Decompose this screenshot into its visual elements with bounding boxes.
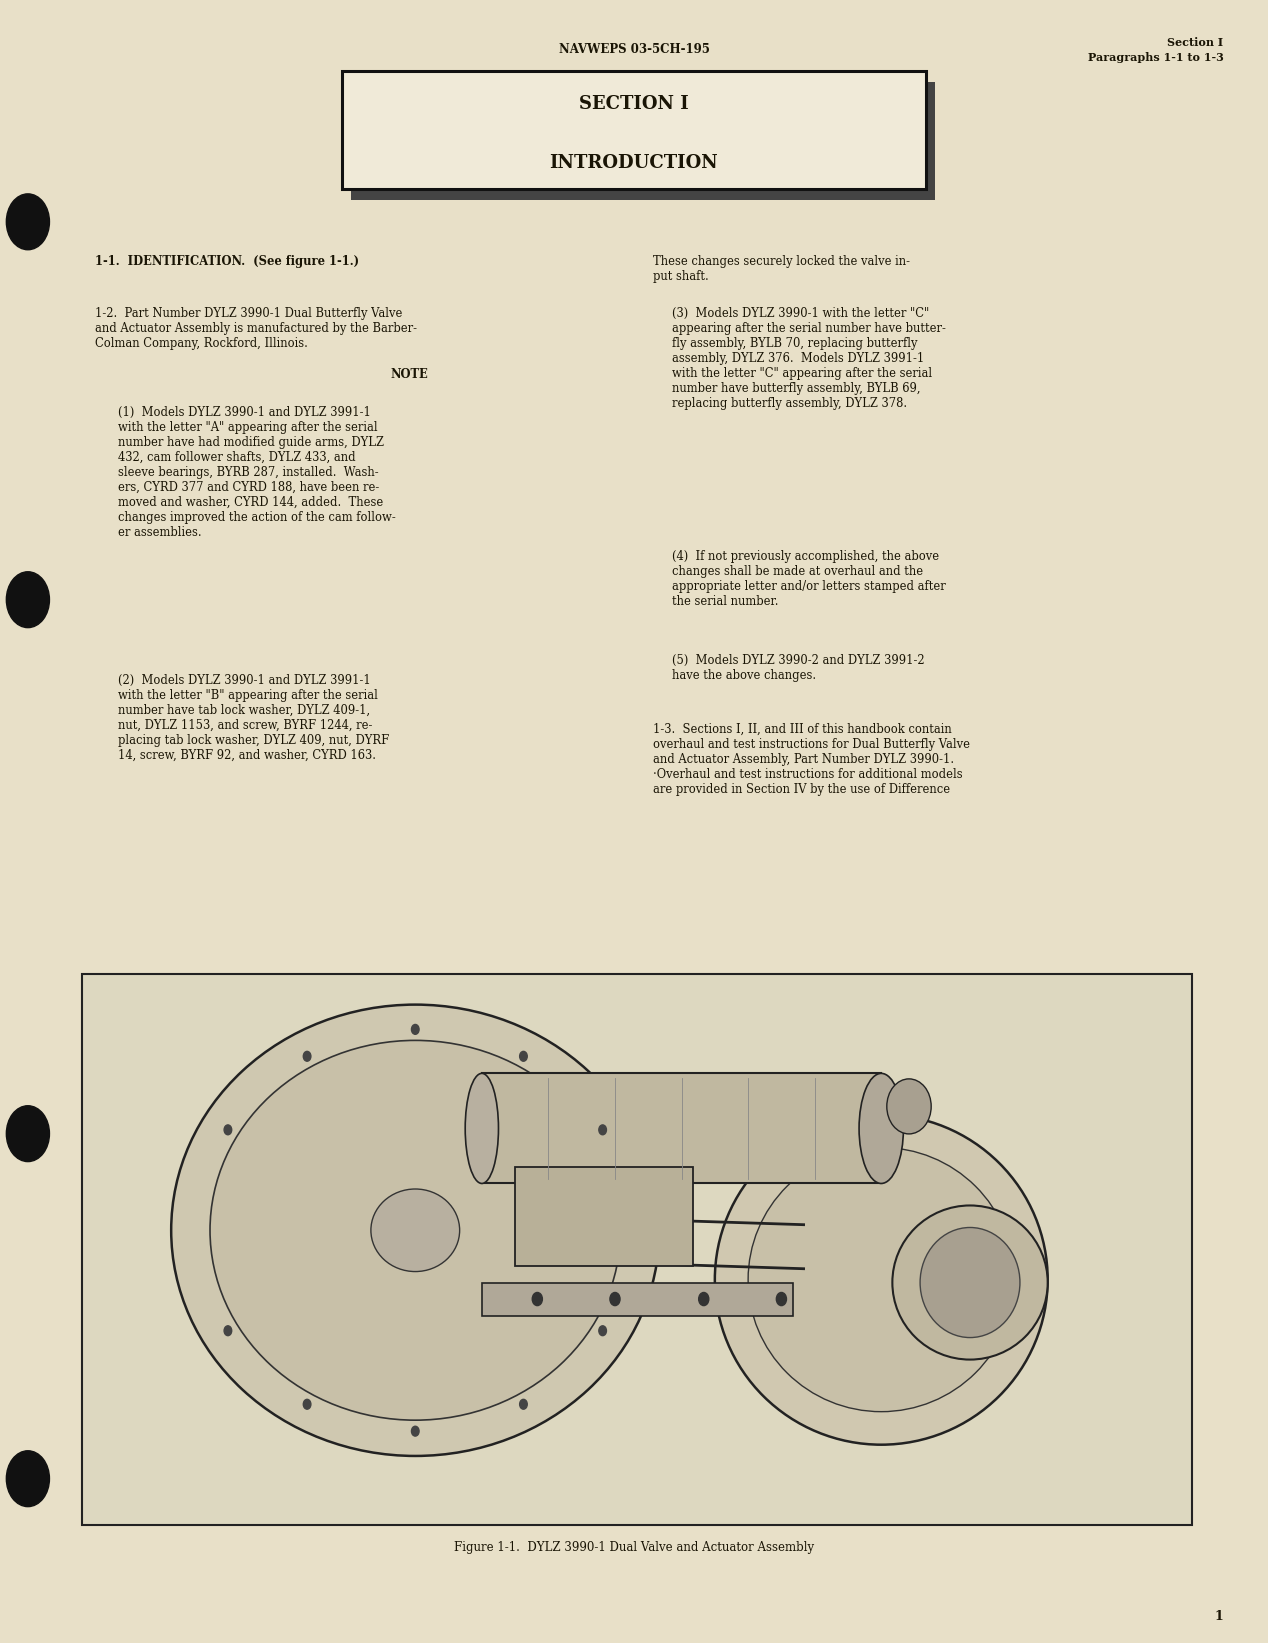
Ellipse shape	[171, 1004, 659, 1456]
Text: (5)  Models DYLZ 3990-2 and DYLZ 3991-2
have the above changes.: (5) Models DYLZ 3990-2 and DYLZ 3991-2 h…	[672, 654, 924, 682]
Circle shape	[411, 1426, 418, 1436]
Text: 1-1.  IDENTIFICATION.  (See figure 1-1.): 1-1. IDENTIFICATION. (See figure 1-1.)	[95, 255, 359, 268]
Circle shape	[598, 1125, 606, 1135]
Text: NOTE: NOTE	[391, 368, 427, 381]
Circle shape	[303, 1052, 311, 1061]
Text: (1)  Models DYLZ 3990-1 and DYLZ 3991-1
with the letter "A" appearing after the : (1) Models DYLZ 3990-1 and DYLZ 3991-1 w…	[118, 406, 396, 539]
Ellipse shape	[893, 1206, 1047, 1360]
Ellipse shape	[210, 1040, 620, 1420]
Circle shape	[776, 1293, 786, 1306]
Bar	[82, 974, 1192, 1525]
Bar	[351, 82, 935, 200]
Circle shape	[520, 1052, 527, 1061]
Bar	[515, 1167, 692, 1267]
Text: 1: 1	[1215, 1610, 1224, 1623]
Circle shape	[224, 1125, 232, 1135]
Circle shape	[412, 1025, 418, 1035]
Text: (3)  Models DYLZ 3990-1 with the letter "C"
appearing after the serial number ha: (3) Models DYLZ 3990-1 with the letter "…	[672, 307, 946, 411]
Circle shape	[6, 194, 49, 250]
Circle shape	[598, 1326, 606, 1336]
Bar	[342, 71, 926, 189]
Text: INTRODUCTION: INTRODUCTION	[549, 154, 719, 173]
Ellipse shape	[860, 1073, 904, 1183]
Ellipse shape	[465, 1073, 498, 1183]
Circle shape	[303, 1400, 311, 1410]
Circle shape	[6, 1451, 49, 1507]
Text: These changes securely locked the valve in-
put shaft.: These changes securely locked the valve …	[653, 255, 910, 283]
Text: Figure 1-1.  DYLZ 3990-1 Dual Valve and Actuator Assembly: Figure 1-1. DYLZ 3990-1 Dual Valve and A…	[454, 1541, 814, 1554]
Ellipse shape	[886, 1079, 931, 1134]
Circle shape	[699, 1293, 709, 1306]
Bar	[482, 1283, 792, 1316]
Circle shape	[610, 1293, 620, 1306]
Circle shape	[6, 572, 49, 628]
Text: (2)  Models DYLZ 3990-1 and DYLZ 3991-1
with the letter "B" appearing after the : (2) Models DYLZ 3990-1 and DYLZ 3991-1 w…	[118, 674, 389, 762]
Circle shape	[520, 1400, 527, 1410]
Ellipse shape	[748, 1147, 1014, 1411]
Circle shape	[6, 1106, 49, 1162]
Circle shape	[224, 1326, 232, 1336]
Text: Paragraphs 1-1 to 1-3: Paragraphs 1-1 to 1-3	[1088, 53, 1224, 62]
Ellipse shape	[715, 1114, 1047, 1444]
Text: NAVWEPS 03-5CH-195: NAVWEPS 03-5CH-195	[559, 43, 709, 56]
Text: 1-2.  Part Number DYLZ 3990-1 Dual Butterfly Valve
and Actuator Assembly is manu: 1-2. Part Number DYLZ 3990-1 Dual Butter…	[95, 307, 417, 350]
Text: SECTION I: SECTION I	[579, 95, 689, 113]
Text: Section I: Section I	[1168, 38, 1224, 48]
Ellipse shape	[921, 1227, 1019, 1337]
Circle shape	[533, 1293, 543, 1306]
Text: 1-3.  Sections I, II, and III of this handbook contain
overhaul and test instruc: 1-3. Sections I, II, and III of this han…	[653, 723, 970, 795]
Text: (4)  If not previously accomplished, the above
changes shall be made at overhaul: (4) If not previously accomplished, the …	[672, 550, 946, 608]
Bar	[482, 1073, 881, 1183]
Ellipse shape	[372, 1190, 460, 1272]
